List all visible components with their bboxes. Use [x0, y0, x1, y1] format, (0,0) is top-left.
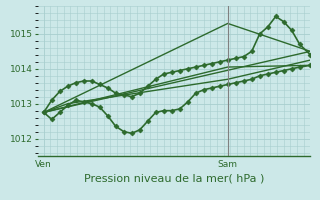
X-axis label: Pression niveau de la mer( hPa ): Pression niveau de la mer( hPa ) [84, 173, 265, 183]
